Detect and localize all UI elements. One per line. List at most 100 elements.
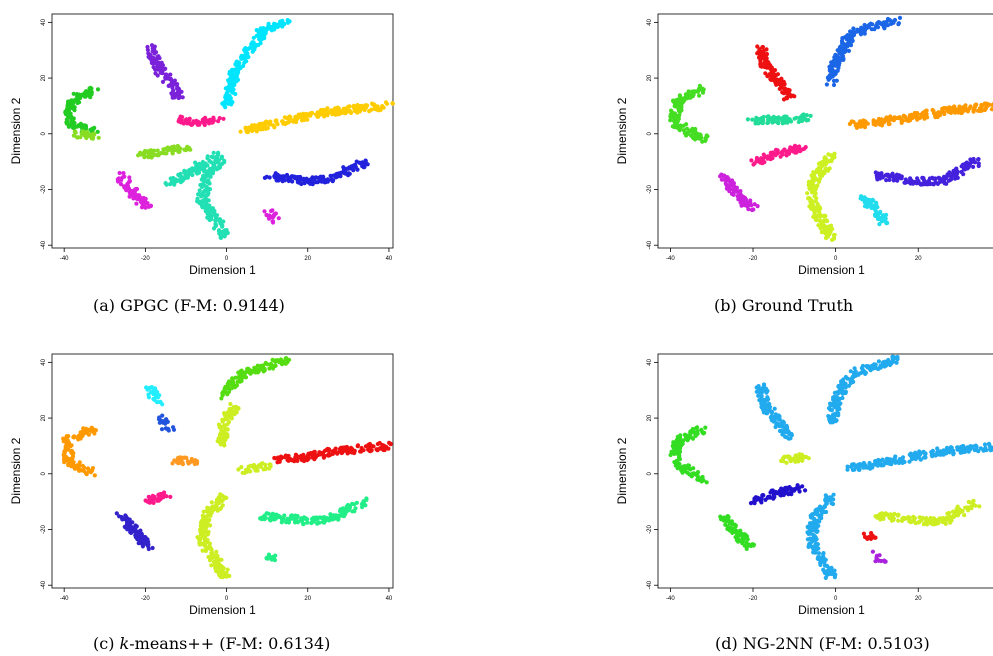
point-b-6-0-2-46 [976,161,981,166]
point-a-8-0-0-36 [125,181,130,187]
point-a-1-0-0-51 [259,122,264,127]
point-c-3-0-2-54 [352,502,357,507]
point-b-5-0-0-0 [749,158,754,163]
point-a-2-0-0-37 [155,62,161,67]
x-tick-label-d-3: 20 [915,596,922,602]
point-b-8-0-1-36 [734,189,739,194]
point-d-1-0-2-37 [695,477,700,482]
point-c-9-0-0-39 [128,525,134,530]
point-a-0-0-2-21 [285,20,291,25]
point-b-0-0-2-51 [885,23,890,28]
point-b-0-0-0-38 [827,64,832,69]
point-c-0-0-0-2 [219,396,224,401]
cluster-d-3-0 [748,483,808,506]
point-a-0-0-2-28 [265,26,270,31]
point-d-0-3-2-42 [807,536,812,541]
point-b-7-0-0-44 [817,168,822,173]
point-c-1-2-0-32 [219,493,224,498]
point-a-7-1-1-13 [209,160,214,165]
point-b-0-0-0-35 [831,82,837,88]
point-b-0-0-2-45 [875,21,880,26]
point-b-0-0-0-25 [831,78,837,83]
point-c-3-0-0-64 [276,513,281,519]
point-a-3-0-2-39 [79,124,84,129]
point-b-0-0-2-57 [896,21,901,26]
point-c-3-0-1-26 [311,517,316,522]
point-d-1-1-0-36 [722,518,727,523]
point-b-3-0-1-42 [670,110,675,115]
point-a-1-0-1-61 [307,113,312,118]
point-a-7-0-2-62 [209,206,214,211]
point-a-6-0-2-39 [343,171,348,176]
point-a-3-0-2-32 [72,120,77,126]
point-a-7-1-1-15 [210,155,215,160]
point-c-2-0-0-39 [292,459,297,464]
point-c-3-0-1-9 [302,516,307,521]
point-d-0-1-1-47 [930,448,935,453]
point-c-3-0-2-51 [336,514,342,519]
point-c-8-0-0-28 [150,499,155,504]
point-a-3-0-1-42 [65,111,70,116]
point-d-2-0-0-17 [784,460,789,465]
point-d-0-0-0-43 [832,412,837,417]
point-b-7-0-0-45 [826,152,831,157]
point-a-2-0-0-39 [154,56,160,61]
point-d-0-0-2-35 [895,357,900,362]
point-d-0-0-2-58 [890,355,895,360]
point-b-2-0-0-33 [755,44,760,49]
series-c-0 [219,356,292,401]
point-a-7-0-0-48 [207,171,212,176]
point-a-5-0-1-24 [221,116,226,121]
point-c-0-0-2-44 [283,361,288,366]
point-b-5-0-0-27 [754,155,759,161]
point-c-0-0-1-18 [230,376,235,381]
point-d-1-0-2-50 [704,480,709,485]
point-c-1-2-2-71 [212,560,218,565]
point-d-2-0-0-27 [806,456,811,461]
point-d-0-0-1-52 [832,397,837,402]
point-d-0-1-2-73 [986,441,992,446]
point-c-9-0-0-24 [133,527,138,532]
y-axis-label-c: Dimension 2 [9,437,23,504]
point-d-0-3-2-75 [821,558,826,563]
point-a-2-0-2-22 [171,88,176,93]
y-tick-label-d-0: -40 [647,580,653,589]
point-b-6-0-0-32 [887,177,892,182]
point-c-1-1-0-31 [251,462,256,468]
point-a-2-0-2-10 [170,95,175,100]
point-b-4-0-0-42 [761,118,766,123]
cluster-b-0-0 [824,15,903,88]
plot-frame-d [657,353,993,589]
point-d-2-1-2-51 [947,516,952,521]
point-d-0-0-2-65 [875,366,880,371]
point-b-6-0-2-55 [942,175,947,180]
point-c-1-1-0-15 [240,470,245,475]
point-a-5-0-1-23 [197,122,202,127]
point-b-7-0-1-39 [806,196,811,201]
point-d-0-0-2-42 [860,363,865,369]
point-b-7-0-1-36 [810,182,815,187]
point-d-1-0-0-35 [699,427,704,432]
point-d-0-1-1-11 [935,446,940,451]
point-b-1-0-0-37 [851,119,856,124]
point-b-6-0-0-54 [897,173,902,178]
point-b-0-0-1-31 [838,44,843,49]
point-a-1-0-0-53 [238,129,243,134]
point-c-2-0-2-76 [388,441,393,446]
point-b-4-0-0-49 [785,120,790,125]
cluster-a-3-0 [63,85,101,137]
point-b-1-0-2-76 [957,104,962,109]
point-a-1-0-0-32 [264,119,269,124]
point-d-0-2-1-25 [777,417,782,422]
point-b-7-0-1-37 [817,179,822,184]
point-d-0-3-2-5 [816,551,822,556]
caption-c-text: -means++ (F-M: 0.6134) [129,634,331,653]
point-b-8-0-1-34 [738,189,743,194]
point-a-1-0-1-49 [287,119,292,124]
y-tick-label-b-3: 20 [647,74,653,81]
x-tick-label-c-4: 40 [386,596,393,602]
caption-d-text: NG-2NN (F-M: 0.5103) [742,634,930,653]
point-c-8-0-0-21 [152,494,157,499]
point-c-1-0-0-42 [222,429,227,434]
